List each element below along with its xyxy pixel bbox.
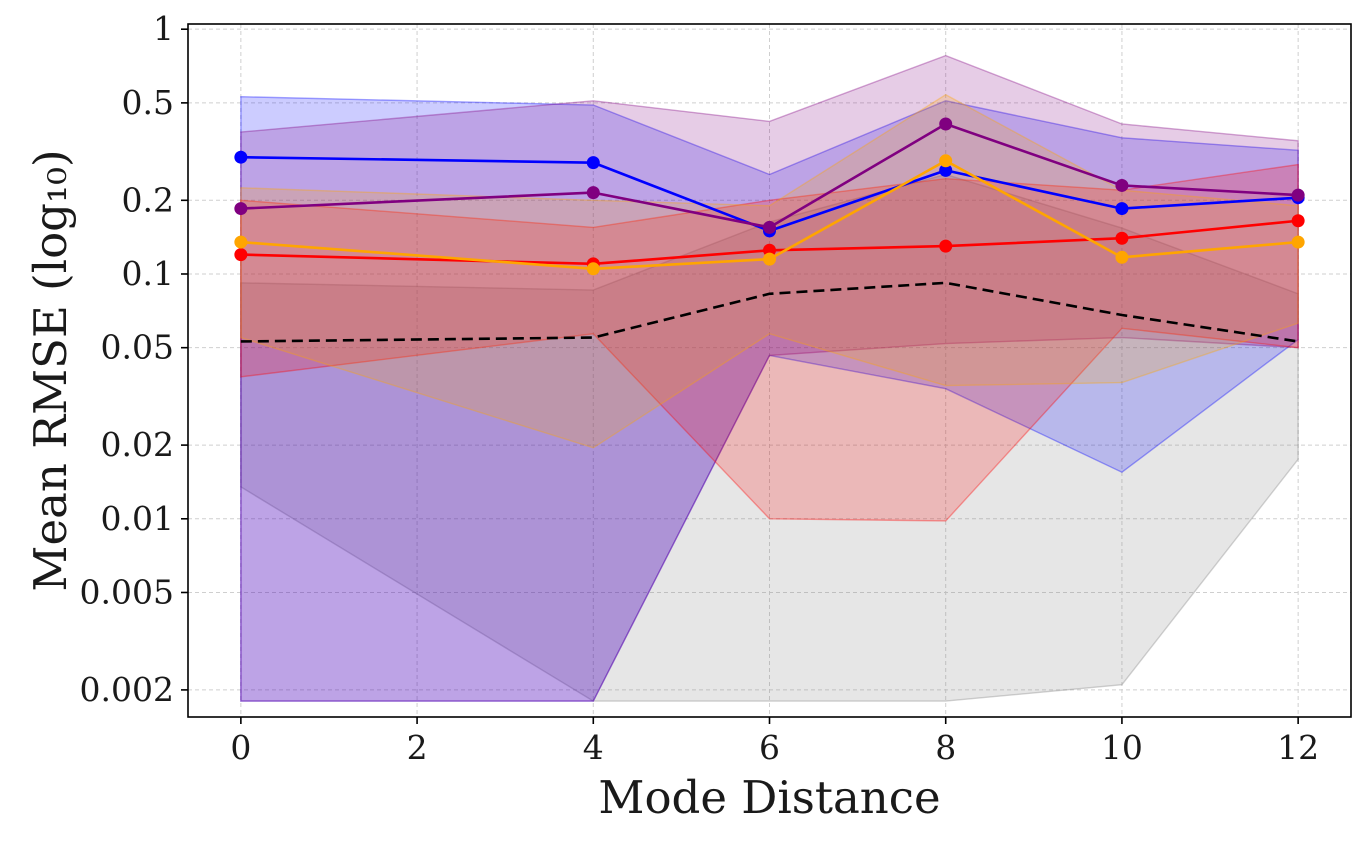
x-tick-label: 8 [935,728,956,767]
data-point [586,186,600,200]
confidence-band-1 [240,95,1299,702]
x-tick-label: 2 [407,728,428,767]
data-point [1291,235,1305,249]
grid [188,24,1351,717]
y-tick-label: 0.2 [122,180,174,219]
confidence-band-2 [240,54,1299,702]
data-point [763,220,776,234]
y-tick-label: 1 [153,9,174,48]
x-axis-title: Mode Distance [598,771,940,824]
series-line-2 [240,122,1299,229]
data-point [1291,214,1305,228]
y-tick-label: 0.005 [80,572,174,611]
data-point [939,117,953,131]
data-point [586,156,600,170]
x-tick-label: 4 [583,728,604,767]
y-tick-label: 0.02 [101,425,174,464]
data-point [234,235,248,249]
y-axis-title: Mean RMSE (log₁₀) [24,149,77,591]
data-point [939,163,953,177]
y-tick-label: 0.5 [122,83,174,122]
x-tick-label: 10 [1101,728,1143,767]
series-line-0 [240,281,1299,343]
series-line-4 [240,159,1299,271]
data-point [1115,178,1129,192]
data-point [763,252,776,266]
data-point [1115,202,1129,216]
series-line-1 [240,155,1299,233]
y-tick-label: 0.05 [101,328,174,367]
series-markers [234,117,1305,276]
confidence-bands [240,54,1299,702]
confidence-band-4 [240,93,1299,449]
series-lines [240,122,1299,343]
data-point [939,154,953,168]
data-point [234,150,248,164]
y-tick-label: 0.1 [122,254,174,293]
data-point [1291,188,1305,202]
data-point [1115,250,1129,264]
x-tick-label: 0 [230,728,251,767]
data-point [939,239,953,253]
data-point [234,248,248,262]
y-tick-label: 0.002 [80,670,174,709]
axis-ticks: 0 2 4 6 8 10 12 1 0.5 0.2 0.1 0.05 0.02 0.01 0.005 0.00… [80,9,1320,767]
data-point [1115,231,1129,245]
y-tick-label: 0.01 [101,499,174,538]
confidence-band-3 [240,163,1299,522]
series-line-3 [240,219,1299,266]
data-point [234,202,248,216]
x-tick-label: 6 [759,728,780,767]
x-tick-label: 12 [1277,728,1319,767]
data-point [586,262,600,276]
